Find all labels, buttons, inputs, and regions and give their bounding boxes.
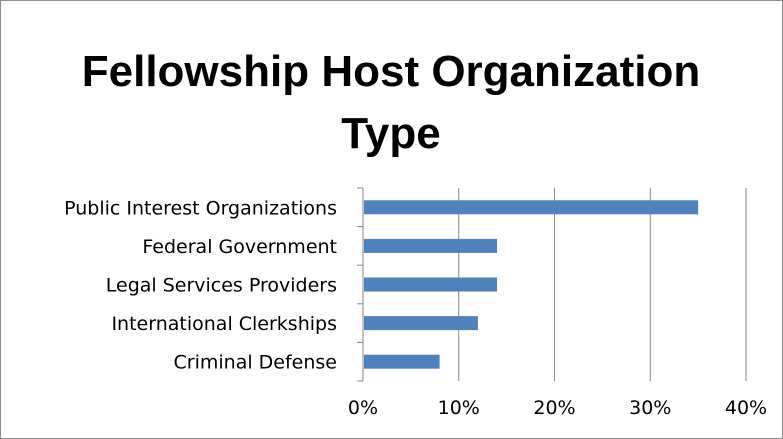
bar — [364, 238, 498, 253]
x-tick-label: 40% — [725, 397, 767, 419]
x-tick-label: 30% — [629, 397, 671, 419]
category-label: Federal Government — [142, 236, 337, 258]
category-label: International Clerkships — [111, 313, 337, 335]
category-label: Criminal Defense — [174, 352, 337, 374]
bar — [364, 277, 498, 292]
category-label: Public Interest Organizations — [64, 197, 337, 219]
chart-title: Fellowship Host Organization Type — [81, 47, 701, 158]
bar — [364, 200, 699, 215]
bar — [364, 354, 440, 369]
x-tick-label: 0% — [348, 397, 378, 419]
bar — [364, 316, 478, 331]
x-tick-label: 10% — [438, 397, 480, 419]
category-label: Legal Services Providers — [106, 275, 337, 297]
x-tick-label: 20% — [533, 397, 575, 419]
